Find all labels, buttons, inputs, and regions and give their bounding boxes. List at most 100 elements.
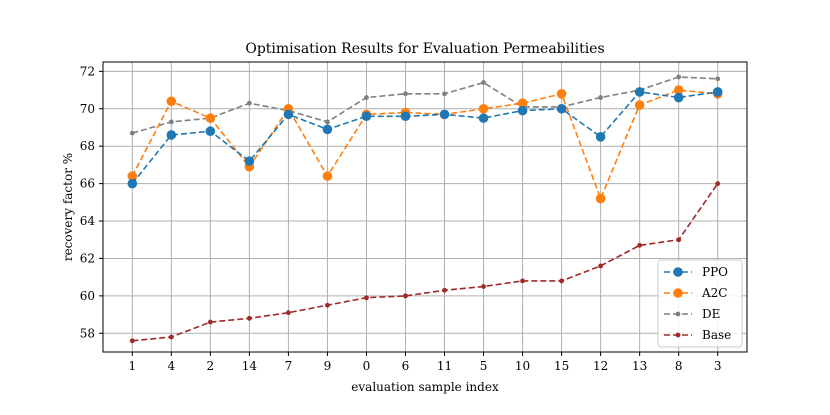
data-point	[676, 74, 682, 80]
data-point	[556, 89, 567, 99]
legend-marker	[675, 311, 681, 317]
data-point	[403, 293, 408, 299]
data-point	[246, 100, 252, 106]
data-point	[517, 98, 528, 108]
x-tick-label: 8	[675, 359, 683, 373]
data-point	[715, 76, 721, 82]
series-ppo	[127, 87, 723, 189]
legend-marker	[675, 332, 681, 338]
y-tick-label: 64	[80, 214, 96, 228]
y-ticks: 58 60 62 64 66 68 70 72	[80, 64, 103, 340]
series-de	[129, 74, 721, 136]
series-line	[132, 76, 718, 134]
y-tick-label: 68	[80, 139, 95, 153]
series-line	[132, 183, 719, 342]
data-point	[673, 92, 684, 103]
grid	[103, 62, 747, 352]
series-base	[129, 181, 721, 344]
y-tick-label: 72	[80, 64, 95, 78]
data-point	[246, 315, 252, 321]
y-tick-label: 62	[80, 251, 95, 265]
data-point	[712, 87, 723, 97]
data-point	[127, 171, 138, 181]
data-point	[559, 278, 564, 284]
data-point	[439, 109, 450, 120]
chart-title: Optimisation Results for Evaluation Perm…	[245, 41, 604, 57]
legend-box	[657, 259, 743, 348]
data-point	[325, 302, 330, 308]
data-point	[442, 91, 447, 97]
data-point	[634, 87, 645, 97]
x-tick-label: 1	[128, 359, 136, 373]
data-point	[205, 126, 216, 137]
x-tick-label: 9	[324, 359, 332, 373]
series-a2c	[127, 85, 723, 204]
legend-entry: PPO	[664, 265, 728, 279]
data-point	[595, 132, 606, 142]
data-point	[481, 80, 486, 85]
legend: PPO A2C DE Base	[657, 259, 743, 348]
y-axis-label: recovery factor %	[61, 153, 75, 261]
data-point	[129, 130, 135, 136]
data-point	[676, 237, 682, 243]
plot-frame	[102, 61, 748, 353]
y-tick-label: 60	[80, 289, 95, 303]
data-point	[715, 181, 721, 187]
series-layer	[127, 74, 723, 344]
series-line	[131, 89, 718, 201]
legend-entry: Base	[664, 328, 731, 342]
data-point	[325, 119, 330, 125]
x-tick-label: 14	[242, 359, 258, 373]
data-point	[244, 156, 255, 166]
data-point	[283, 109, 294, 120]
x-tick-label: 4	[168, 359, 176, 373]
data-point	[556, 103, 567, 114]
data-point	[442, 287, 447, 293]
data-point	[205, 113, 216, 123]
data-point	[168, 334, 174, 340]
x-tick-label: 2	[207, 359, 215, 373]
y-tick-label: 70	[80, 102, 95, 116]
legend-entry: DE	[664, 307, 720, 321]
x-tick-label: 13	[632, 359, 647, 373]
data-point	[403, 91, 408, 97]
x-axis-label: evaluation sample index	[351, 380, 499, 394]
data-point	[478, 103, 489, 114]
x-tick-label: 7	[285, 359, 293, 373]
x-tick-label: 5	[480, 359, 488, 373]
y-tick-label: 66	[80, 177, 95, 191]
data-point	[129, 338, 135, 344]
data-point	[673, 85, 684, 95]
data-point	[637, 242, 643, 248]
x-tick-label: 11	[437, 359, 452, 373]
data-point	[207, 319, 213, 325]
legend-label: DE	[702, 307, 720, 321]
legend-entry: A2C	[664, 286, 727, 300]
x-tick-label: 10	[515, 359, 530, 373]
data-point	[322, 124, 333, 135]
x-tick-label: 3	[714, 359, 722, 373]
series-line	[131, 91, 718, 185]
data-point	[361, 111, 372, 122]
data-point	[520, 278, 525, 284]
data-point	[166, 130, 177, 140]
legend-marker	[673, 267, 683, 277]
legend-label: A2C	[701, 286, 727, 300]
data-point	[364, 95, 369, 100]
x-ticks: 1 4 2 14 7 9 0 6 11 5 10 15 12 13 8 3	[128, 352, 722, 373]
legend-marker	[673, 288, 683, 298]
data-point	[517, 105, 528, 116]
data-point	[364, 295, 369, 301]
data-point	[127, 178, 138, 189]
x-tick-label: 15	[554, 359, 569, 373]
data-point	[598, 263, 604, 269]
x-tick-label: 0	[363, 359, 371, 373]
data-point	[478, 113, 489, 123]
data-point	[634, 100, 645, 110]
legend-label: Base	[702, 328, 731, 342]
data-point	[400, 111, 411, 122]
data-point	[481, 284, 486, 289]
y-tick-label: 58	[80, 326, 95, 340]
x-tick-label: 12	[593, 359, 608, 373]
